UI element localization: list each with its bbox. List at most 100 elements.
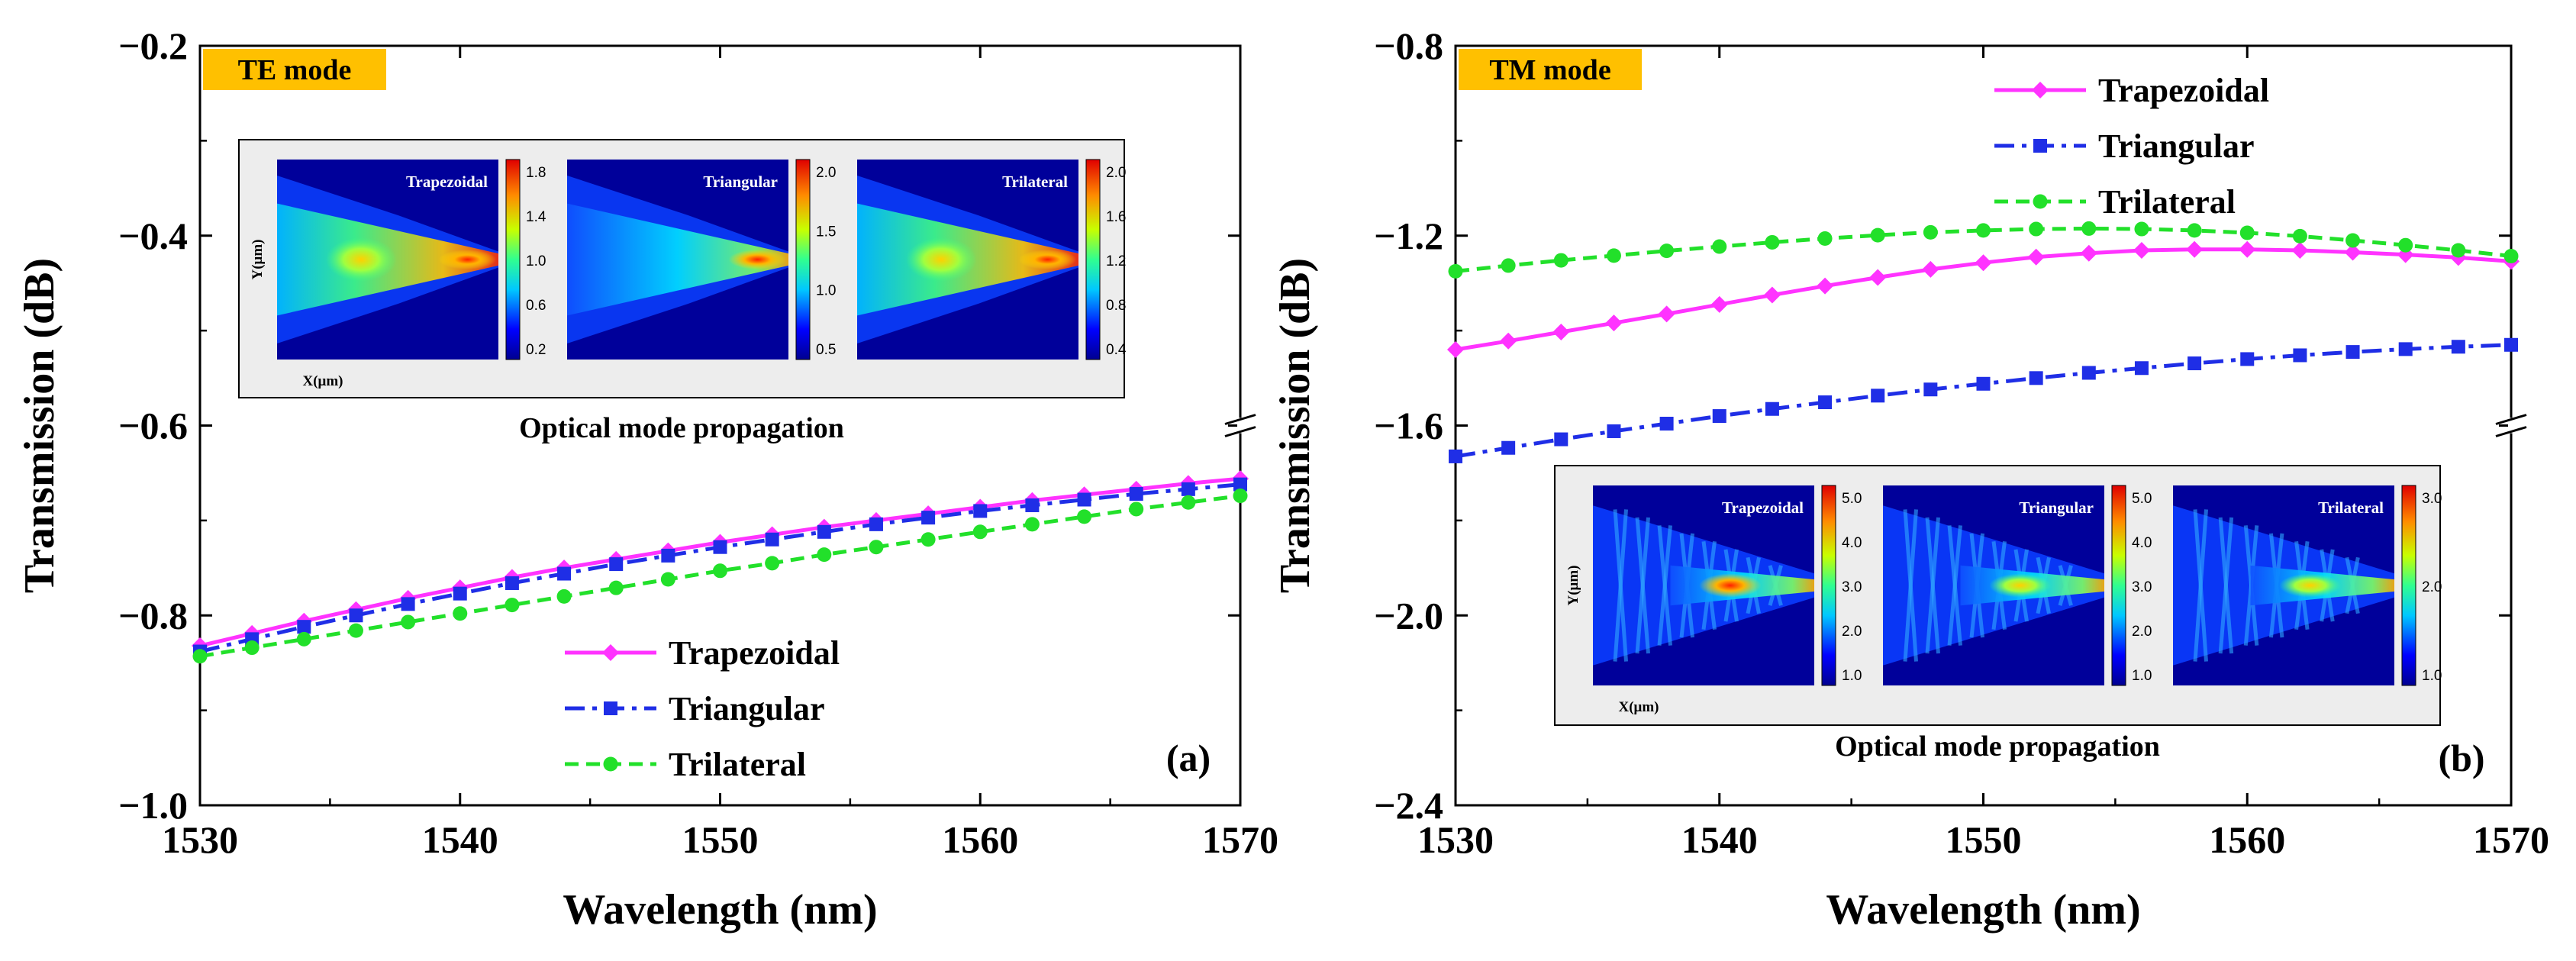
colorbar-tick-label: 0.5 — [816, 342, 836, 358]
data-point — [1605, 314, 1623, 332]
data-point — [453, 586, 467, 601]
data-point — [817, 547, 832, 563]
data-point — [1129, 501, 1144, 517]
data-point — [556, 589, 572, 604]
data-point — [765, 532, 779, 547]
x-tick-label: 1560 — [2209, 818, 2285, 861]
x-tick-label: 1530 — [1417, 818, 1494, 861]
output-hotspot — [1018, 249, 1077, 270]
legend-marker — [604, 701, 617, 715]
x-tick-label: 1570 — [1202, 818, 1278, 861]
series-trilateral — [1448, 221, 2519, 279]
data-point — [713, 563, 727, 579]
data-point — [1765, 401, 1779, 416]
data-point — [2291, 242, 2309, 260]
x-tick-label: 1550 — [682, 818, 759, 861]
axis-break-gap — [1237, 418, 1243, 434]
data-point — [1181, 495, 1196, 510]
axis-break-slash — [1224, 414, 1256, 425]
data-point — [1447, 341, 1464, 358]
colorbar-tick-label: 4.0 — [1842, 535, 1862, 551]
data-point — [1077, 492, 1091, 507]
data-point — [1817, 277, 1834, 295]
data-point — [1129, 487, 1143, 501]
data-point — [1659, 243, 1675, 259]
mode-propagation-inset: Trapezoidal 5.0 4.0 3.0 2.0 1.0 Triangular 5.0 4… — [1554, 465, 2442, 726]
fringe — [1613, 509, 1628, 662]
series-triangular — [1449, 337, 2518, 463]
output-hotspot — [438, 249, 497, 270]
colorbar-tick-label: 0.4 — [1106, 342, 1127, 358]
hotspot — [2279, 573, 2342, 598]
heatmap-label: Triangular — [2019, 498, 2094, 517]
fringe — [1657, 525, 1672, 646]
fringe — [1947, 525, 1962, 646]
y-tick-label: −0.4 — [118, 214, 188, 257]
legend-item-trapezoidal: Trapezoidal — [1994, 72, 2269, 109]
data-point — [1869, 269, 1887, 286]
fringe — [1903, 509, 1918, 662]
fringe — [2218, 517, 2234, 654]
tm-mode-chart: 1530 1540 1550 1560 1570 −2.4 −2.0 −1.6 −1.2 −0.8… — [1272, 24, 2549, 934]
colorbar-tick-label: 1.5 — [816, 224, 836, 240]
data-point — [401, 614, 416, 630]
data-point — [661, 548, 675, 563]
hotspot — [1989, 573, 2052, 598]
inset-caption: Optical mode propagation — [1835, 730, 2160, 763]
heatmap-label: Trilateral — [1002, 173, 1068, 191]
series-line — [1455, 343, 2512, 459]
legend: Trapezoidal Triangular Trilateral — [565, 634, 840, 783]
series-line — [1455, 226, 2512, 273]
mode-badge — [1459, 49, 1642, 90]
data-point — [2503, 248, 2519, 263]
legend-marker — [2033, 194, 2048, 209]
data-point — [1712, 409, 1726, 424]
hotspot — [905, 237, 977, 282]
colorbar — [2111, 485, 2126, 686]
beam-core — [567, 203, 788, 316]
data-point — [2293, 348, 2307, 363]
fringe — [1925, 517, 1940, 654]
data-point — [2027, 248, 2045, 266]
data-point — [660, 572, 675, 587]
series-line — [199, 494, 1241, 659]
te-mode-chart: 1530 1540 1550 1560 1570 −1.0 −0.8 −0.6 −0.4 −0.2… — [16, 24, 1278, 934]
data-point — [1712, 239, 1727, 254]
colorbar — [1821, 485, 1836, 686]
legend-label: Trapezoidal — [669, 634, 840, 672]
legend-marker — [603, 756, 618, 772]
colorbar — [1085, 159, 1101, 360]
data-point — [817, 524, 831, 539]
data-point — [1448, 263, 1463, 279]
data-point — [1870, 227, 1885, 243]
colorbar-tick-label: 0.2 — [526, 342, 546, 358]
data-point — [1552, 323, 1570, 340]
inset-y-label: Y(μm) — [1565, 566, 1581, 606]
legend-item-triangular: Triangular — [1994, 127, 2255, 165]
data-point — [1553, 253, 1568, 268]
data-point — [2345, 345, 2360, 360]
fringe — [1635, 517, 1650, 654]
y-tick-label: −2.0 — [1374, 594, 1443, 637]
x-tick-label: 1550 — [1946, 818, 2022, 861]
data-point — [1975, 254, 1992, 272]
legend-item-trapezoidal: Trapezoidal — [565, 634, 840, 672]
heatmap-label: Trilateral — [2318, 498, 2384, 517]
heatmap-triangular: Triangular 2.0 1.5 1.0 0.5 — [567, 159, 836, 360]
colorbar-tick-label: 2.0 — [1842, 624, 1862, 640]
colorbar-tick-label: 1.0 — [526, 253, 546, 269]
colorbar-tick-label: 1.0 — [2132, 668, 2152, 684]
data-point — [2188, 356, 2202, 371]
data-point — [2081, 366, 2096, 380]
y-tick-label: −0.6 — [118, 405, 188, 447]
legend-label: Trilateral — [2098, 183, 2236, 221]
data-point — [1607, 424, 1621, 438]
data-point — [1501, 440, 1516, 455]
heatmap-triangular: Triangular 5.0 4.0 3.0 2.0 1.0 — [1883, 485, 2152, 686]
colorbar-tick-label: 1.2 — [1106, 253, 1126, 269]
panel-label: (a) — [1166, 737, 1211, 779]
heatmap-trilateral: Trilateral 3.0 2.0 1.0 — [2173, 485, 2442, 686]
data-point — [1818, 395, 1833, 410]
data-point — [2029, 371, 2043, 385]
